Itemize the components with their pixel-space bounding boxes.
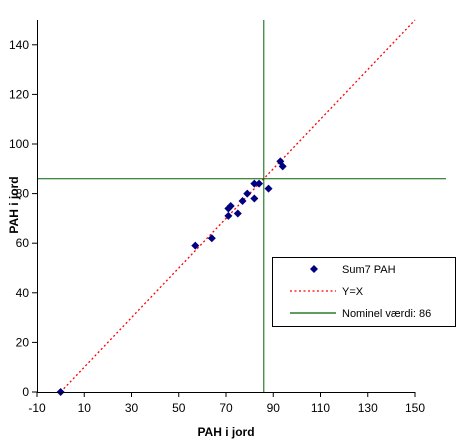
y-tick-label: 80: [16, 187, 30, 201]
legend-label: Nominel værdi: 86: [342, 308, 431, 320]
y-axis-title: PAH i jord: [7, 176, 21, 233]
y-tick-label: 20: [16, 335, 30, 349]
legend-label: Sum7 PAH: [342, 264, 396, 276]
data-point: [207, 234, 216, 243]
data-point: [191, 241, 200, 250]
data-point: [233, 209, 242, 218]
y-tick-label: 0: [22, 385, 29, 399]
legend-diamond-icon: [310, 265, 318, 273]
legend-box: [272, 257, 456, 327]
x-tick-label: 70: [219, 401, 233, 415]
y-tick-label: 120: [9, 87, 29, 101]
y-tick-label: 40: [16, 286, 30, 300]
data-point: [264, 184, 273, 193]
data-point: [224, 211, 233, 220]
x-tick-label: 150: [405, 401, 425, 415]
x-tick-label: 10: [78, 401, 92, 415]
data-point: [226, 202, 235, 210]
data-point: [243, 189, 252, 198]
plot-area: [37, 19, 446, 396]
y-tick-label: 140: [9, 38, 29, 52]
x-tick-label: -10: [28, 401, 46, 415]
data-point: [250, 179, 259, 188]
legend: Sum7 PAH Y=X Nominel værdi: 86: [272, 257, 456, 327]
data-point: [238, 197, 247, 206]
data-point: [255, 179, 264, 188]
data-point: [250, 194, 259, 203]
x-tick-label: 90: [267, 401, 281, 415]
x-tick-label: 50: [172, 401, 186, 415]
axes: -10 10 30 50 70 90 110 130 150 0 20 40 60 80 100 120 140…: [7, 20, 425, 439]
y-equals-x-line: [60, 19, 416, 393]
legend-label: Y=X: [342, 286, 364, 298]
x-axis-title: PAH i jord: [197, 425, 254, 439]
y-tick-label: 60: [16, 236, 30, 250]
x-tick-label: 30: [125, 401, 139, 415]
y-tick-label: 100: [9, 137, 29, 151]
x-tick-label: 130: [358, 401, 378, 415]
data-point: [278, 162, 287, 171]
x-tick-label: 110: [311, 401, 330, 415]
